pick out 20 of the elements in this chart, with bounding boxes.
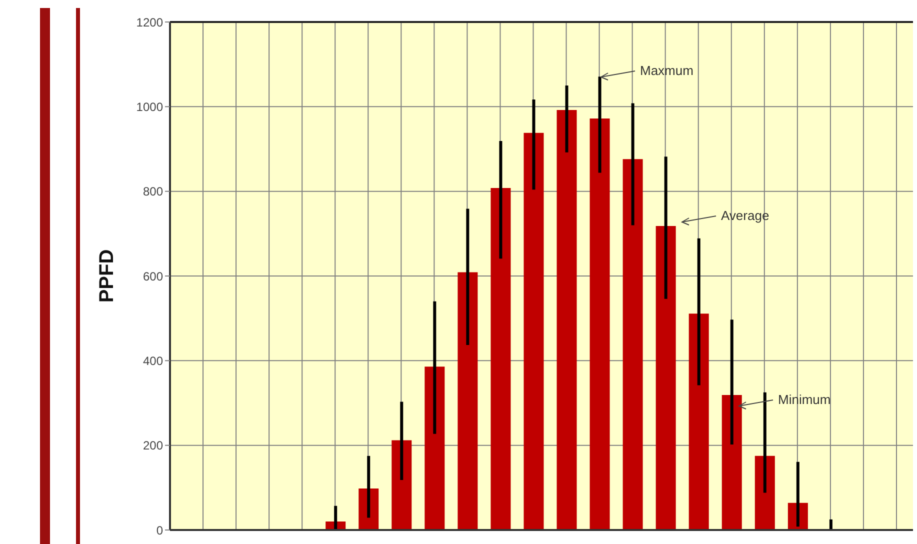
y-tick-label: 1200 — [136, 15, 164, 30]
bar — [392, 440, 412, 530]
y-tick-label: 200 — [142, 438, 164, 453]
bar — [490, 188, 511, 530]
bar — [754, 456, 775, 530]
bar — [722, 394, 742, 530]
y-tick-label: 800 — [142, 184, 164, 199]
y-tick-label: 600 — [142, 269, 164, 284]
bar — [458, 272, 478, 530]
bar — [424, 366, 445, 530]
y-axis-title: PPFD — [96, 249, 118, 303]
bar — [622, 159, 643, 530]
y-tick-label: 1000 — [136, 100, 164, 114]
bar — [590, 118, 610, 530]
bar — [556, 110, 577, 530]
bar — [688, 314, 709, 530]
y-tick-label: 400 — [142, 354, 164, 368]
bar — [656, 226, 676, 530]
bar — [524, 132, 544, 530]
y-tick-label: 0 — [156, 523, 164, 538]
